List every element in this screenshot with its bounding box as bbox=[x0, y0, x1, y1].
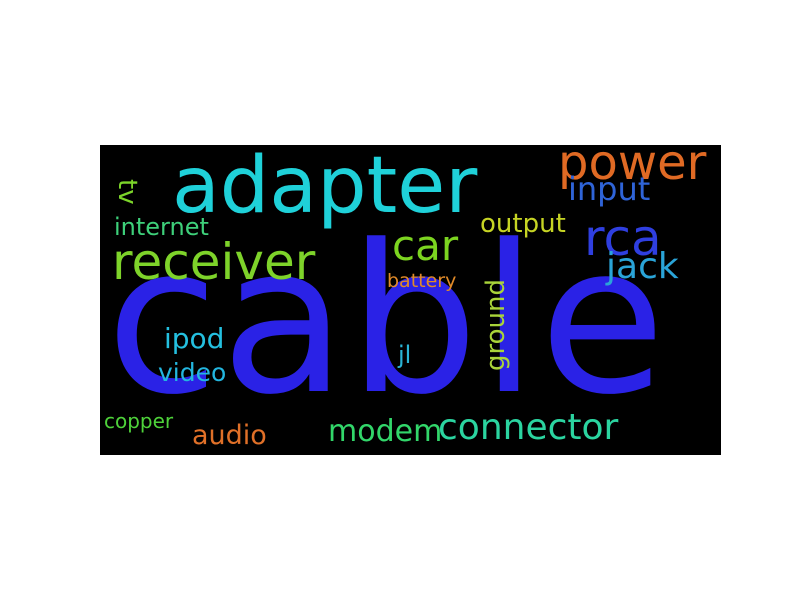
word-output: output bbox=[480, 209, 566, 239]
word-audio: audio bbox=[192, 420, 267, 451]
word-tv: tv bbox=[112, 179, 142, 205]
word-input: input bbox=[568, 170, 651, 208]
word-power: power bbox=[558, 145, 707, 191]
word-ground: ground bbox=[481, 279, 511, 371]
word-cloud-canvas: cable adapter power input rca car receiv… bbox=[100, 145, 721, 455]
word-video: video bbox=[158, 358, 227, 387]
word-cable: cable bbox=[106, 202, 668, 440]
word-battery: battery bbox=[387, 270, 457, 292]
word-connector: connector bbox=[438, 407, 619, 448]
word-jack: jack bbox=[606, 246, 679, 287]
word-rca: rca bbox=[584, 209, 662, 267]
word-copper: copper bbox=[104, 409, 174, 433]
word-internet: internet bbox=[114, 213, 209, 241]
word-modem: modem bbox=[328, 414, 443, 449]
word-car: car bbox=[392, 221, 459, 270]
word-ipod: ipod bbox=[164, 322, 225, 355]
word-jl: jl bbox=[398, 341, 412, 369]
word-receiver: receiver bbox=[112, 233, 316, 291]
word-adapter: adapter bbox=[172, 145, 478, 231]
